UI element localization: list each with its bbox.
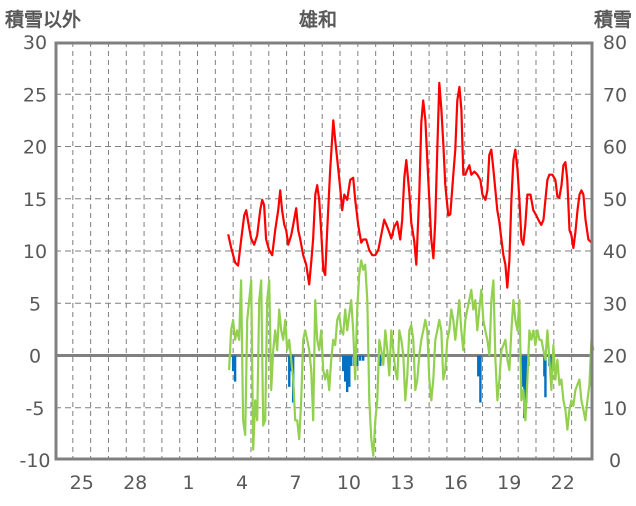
blue-bar <box>356 355 359 366</box>
left-y-tick-label: 5 <box>29 293 41 315</box>
right-y-tick-label: 10 <box>603 398 627 420</box>
x-tick-label: 13 <box>390 472 414 494</box>
x-tick-label: 10 <box>337 472 361 494</box>
blue-bar <box>231 355 235 372</box>
x-tick-label: 16 <box>444 472 468 494</box>
chart-title: 雄和 <box>298 8 337 31</box>
x-tick-label: 1 <box>183 472 195 494</box>
blue-bar <box>361 355 365 361</box>
left-y-tick-label: 20 <box>23 137 47 159</box>
right-y-tick-label: 0 <box>609 450 621 472</box>
blue-bar <box>343 355 347 382</box>
plot-frame <box>54 41 594 461</box>
blue-bar <box>358 355 362 361</box>
blue-bar <box>479 355 482 403</box>
left-y-tick-label: 0 <box>29 346 41 368</box>
blue-bar <box>342 355 345 372</box>
red-series-line <box>227 81 593 289</box>
blue-bar <box>379 355 382 366</box>
left-y-tick-label: -10 <box>19 450 50 472</box>
x-tick-label: 22 <box>551 472 575 494</box>
right-y-tick-label: 50 <box>603 189 627 211</box>
right-y-tick-label: 40 <box>603 241 627 263</box>
blue-bar <box>348 355 351 387</box>
green-series-line <box>228 259 595 457</box>
line-series <box>227 81 595 457</box>
left-y-tick-label: 15 <box>23 189 47 211</box>
blue-bar <box>521 355 524 387</box>
right-y-tick-label: 70 <box>603 84 627 106</box>
right-y-tick-label: 60 <box>603 137 627 159</box>
x-tick-label: 7 <box>289 472 301 494</box>
blue-bar-series <box>231 355 553 419</box>
right-y-tick-label: 80 <box>603 32 627 54</box>
blue-bar <box>288 355 291 387</box>
right-y-tick-label: 30 <box>603 293 627 315</box>
left-y-tick-label: 30 <box>23 32 47 54</box>
x-tick-label: 4 <box>236 472 248 494</box>
blue-bar <box>350 355 353 366</box>
right-y-tick-label: 20 <box>603 346 627 368</box>
gridlines <box>55 42 593 460</box>
x-tick-label: 19 <box>497 472 521 494</box>
left-y-tick-label: 25 <box>23 84 47 106</box>
blue-bar <box>477 355 480 377</box>
right-axis-title: 積雪 <box>594 8 632 31</box>
x-tick-label: 25 <box>70 472 94 494</box>
blue-bar <box>233 355 237 382</box>
x-tick-label: 28 <box>123 472 147 494</box>
blue-bar <box>523 355 526 419</box>
blue-bar <box>544 355 547 398</box>
left-y-tick-label: 10 <box>23 241 47 263</box>
blue-bar <box>345 355 349 393</box>
left-axis-title: 積雪以外 <box>5 8 81 31</box>
left-y-tick-label: -5 <box>26 398 45 420</box>
